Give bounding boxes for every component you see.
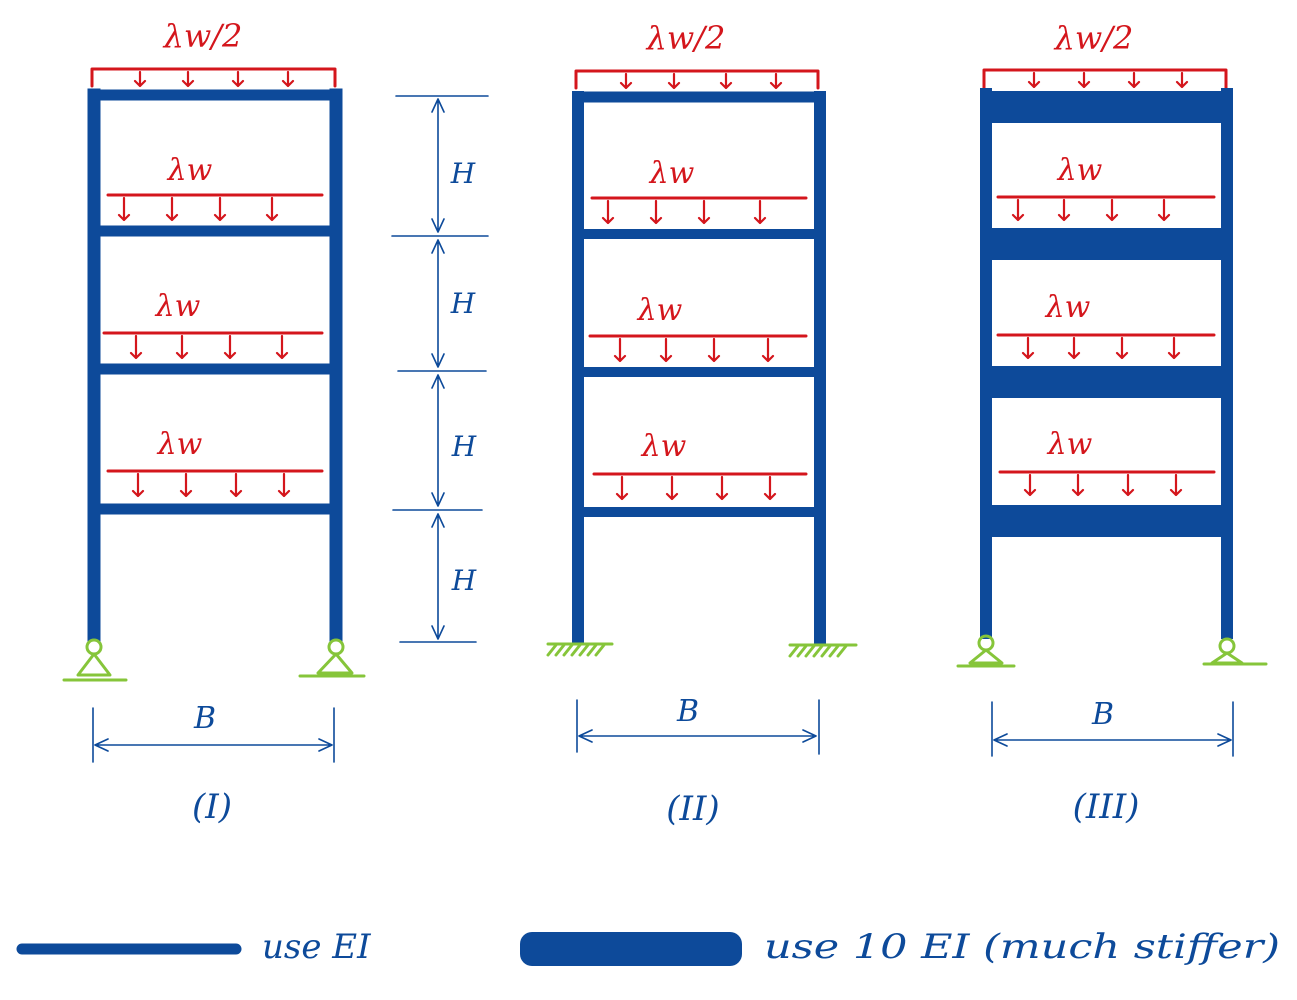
frame-1-floor-load-1-label: λw xyxy=(157,427,203,462)
frame-1-floor-load-3-label: λw xyxy=(167,153,213,188)
frame-2-floor-load-2-label: λw xyxy=(637,293,683,328)
frame-1-caption: (I) xyxy=(192,787,232,827)
story-height-label-1: H xyxy=(451,564,477,597)
frame-1-width-dimension: B xyxy=(92,701,335,763)
frame-3-floor-load-1: λw xyxy=(998,427,1216,497)
story-height-label-4: H xyxy=(450,157,476,190)
frame-2-caption: (II) xyxy=(666,789,719,829)
legend-thick-line-swatch xyxy=(520,932,742,966)
frame-1-top-load: λw/2 xyxy=(90,17,337,88)
frame-2-floor-load-3-label: λw xyxy=(649,156,695,191)
frame-1-width-label: B xyxy=(193,701,216,736)
frame-3-floor-load-3: λw xyxy=(996,153,1216,222)
frame-3-width-dimension: B xyxy=(991,697,1234,757)
frame-1-right-pin-support xyxy=(298,638,366,678)
frame-3-width-label: B xyxy=(1091,697,1114,732)
frame-1-floor-load-2-label: λw xyxy=(155,289,201,324)
frame-2-width-label: B xyxy=(676,694,699,729)
story-height-label-2: H xyxy=(451,430,477,463)
frame-3-floor-load-1-label: λw xyxy=(1047,427,1093,462)
story-height-label-3: H xyxy=(450,287,476,320)
frame-3-top-load-label: λw/2 xyxy=(1053,19,1134,57)
frame-3-caption: (III) xyxy=(1073,787,1140,827)
frame-2-right-fixed-support xyxy=(788,643,858,658)
frame-2-top-load-label: λw/2 xyxy=(645,19,726,57)
frame-3-floor-load-2: λw xyxy=(996,290,1216,360)
frame-3-roof-beam-stiff xyxy=(980,91,1233,123)
frame-2-left-fixed-support xyxy=(546,642,614,657)
frame-3-floor-load-3-label: λw xyxy=(1057,153,1103,188)
frame-3-beam-2-stiff xyxy=(980,366,1233,398)
frame-2-width-dimension: B xyxy=(576,694,820,755)
frame-2-floor-load-2: λw xyxy=(588,293,808,363)
frame-2-floor-load-1-label: λw xyxy=(641,429,687,464)
frame-2-top-load: λw/2 xyxy=(574,19,820,90)
frame-3-left-pin-support xyxy=(956,634,1016,668)
frame-1-floor-load-1: λw xyxy=(106,427,324,498)
frame-2: λw/2 λw λw λw xyxy=(546,19,858,829)
story-height-dimensions: H H H H xyxy=(391,95,489,643)
legend: use EI use 10 EI (much stiffer) xyxy=(16,927,1280,967)
legend-thick-label: use 10 EI (much stiffer) xyxy=(764,927,1280,967)
frame-1-floor-load-2: λw xyxy=(102,289,324,360)
frame-1-top-load-label: λw/2 xyxy=(162,17,243,55)
frame-2-floor-load-1: λw xyxy=(592,429,808,501)
frame-3-top-load: λw/2 xyxy=(982,19,1228,90)
frame-3: λw/2 λw λw λw xyxy=(956,19,1268,827)
legend-thin-label: use EI xyxy=(262,927,371,967)
frame-3-right-pin-support xyxy=(1202,637,1268,666)
frame-1-left-pin-support xyxy=(62,638,128,682)
frame-3-beam-1-stiff xyxy=(980,505,1233,537)
frame-1: λw/2 λw λw λw xyxy=(62,17,366,827)
frame-3-floor-load-2-label: λw xyxy=(1045,290,1091,325)
frame-2-floor-load-3: λw xyxy=(590,156,808,225)
frame-3-beam-3-stiff xyxy=(980,228,1233,260)
frame-1-floor-load-3: λw xyxy=(106,153,324,222)
